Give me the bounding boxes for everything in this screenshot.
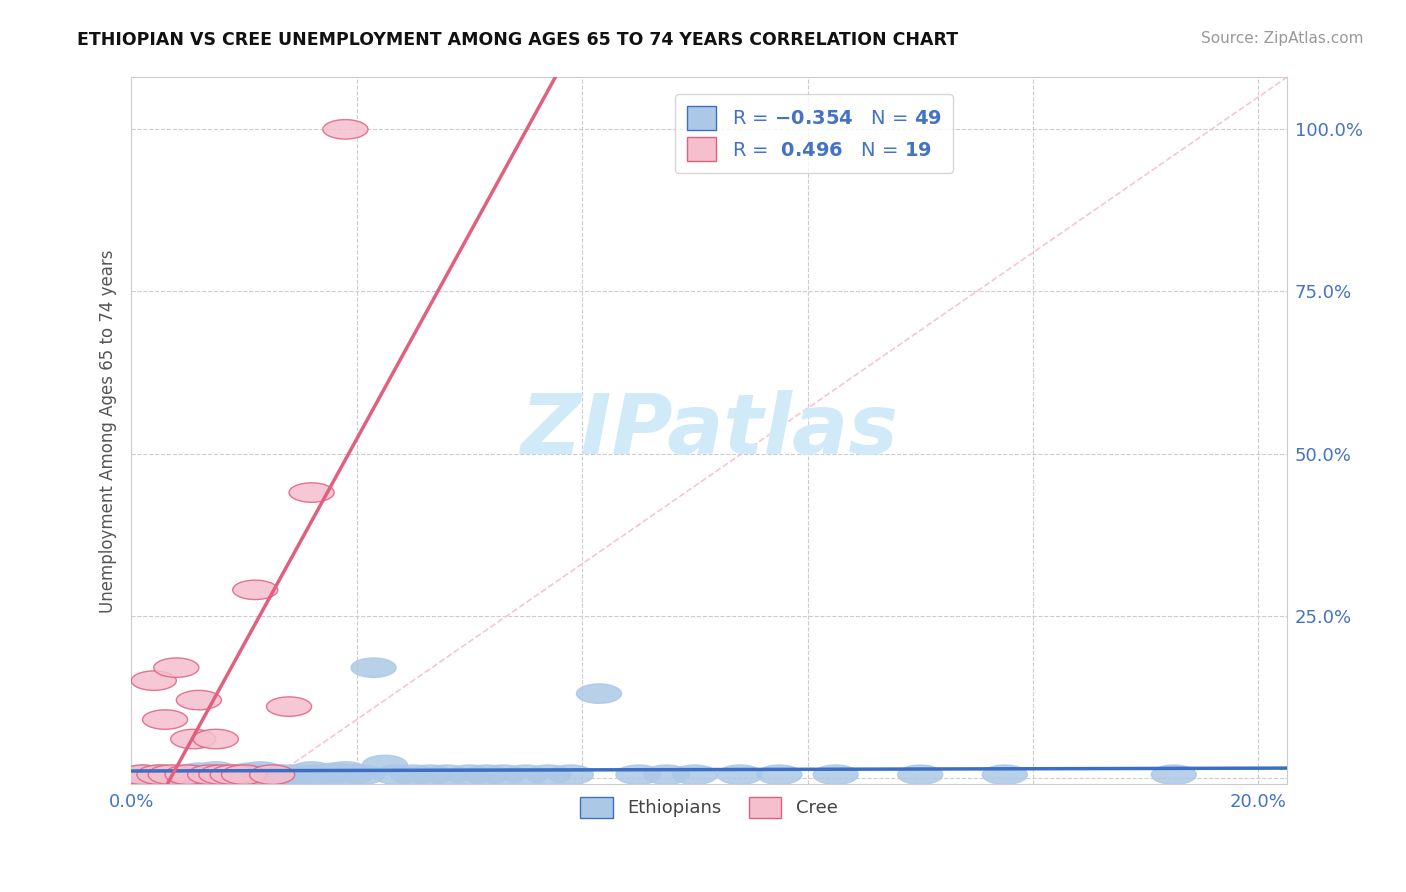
Ellipse shape [295,765,340,784]
Ellipse shape [193,730,239,748]
Ellipse shape [153,658,198,677]
Ellipse shape [142,710,187,730]
Ellipse shape [159,765,204,784]
Ellipse shape [120,765,165,784]
Ellipse shape [447,765,492,784]
Ellipse shape [181,765,226,784]
Ellipse shape [323,762,368,781]
Ellipse shape [273,765,318,784]
Ellipse shape [408,765,453,784]
Ellipse shape [176,763,221,782]
Ellipse shape [198,765,245,784]
Ellipse shape [148,765,193,784]
Ellipse shape [756,765,801,784]
Ellipse shape [329,765,374,784]
Ellipse shape [526,765,571,784]
Ellipse shape [425,765,470,784]
Ellipse shape [209,765,256,784]
Ellipse shape [323,120,368,139]
Legend: Ethiopians, Cree: Ethiopians, Cree [574,789,845,825]
Ellipse shape [221,765,267,784]
Ellipse shape [1152,765,1197,784]
Ellipse shape [290,483,335,502]
Ellipse shape [262,765,307,784]
Ellipse shape [221,765,267,784]
Ellipse shape [148,765,193,784]
Text: ZIPatlas: ZIPatlas [520,391,898,472]
Ellipse shape [136,765,181,784]
Y-axis label: Unemployment Among Ages 65 to 74 years: Unemployment Among Ages 65 to 74 years [100,249,117,613]
Ellipse shape [352,658,396,677]
Ellipse shape [481,765,526,784]
Ellipse shape [250,765,295,784]
Ellipse shape [239,762,284,781]
Ellipse shape [644,765,689,784]
Ellipse shape [576,684,621,704]
Ellipse shape [215,765,262,784]
Ellipse shape [136,765,181,784]
Ellipse shape [983,765,1028,784]
Ellipse shape [176,690,221,710]
Ellipse shape [278,765,323,784]
Ellipse shape [256,765,301,784]
Ellipse shape [897,765,943,784]
Ellipse shape [717,765,762,784]
Ellipse shape [548,765,593,784]
Ellipse shape [267,697,312,716]
Ellipse shape [131,671,176,690]
Ellipse shape [290,762,335,781]
Ellipse shape [226,763,273,782]
Ellipse shape [374,765,419,784]
Ellipse shape [204,765,250,784]
Ellipse shape [813,765,858,784]
Ellipse shape [170,765,215,784]
Ellipse shape [232,580,278,599]
Ellipse shape [232,765,278,784]
Text: Source: ZipAtlas.com: Source: ZipAtlas.com [1201,31,1364,46]
Ellipse shape [672,765,717,784]
Ellipse shape [363,756,408,774]
Ellipse shape [307,765,352,784]
Ellipse shape [165,765,209,784]
Ellipse shape [198,765,245,784]
Ellipse shape [193,762,239,781]
Ellipse shape [616,765,661,784]
Ellipse shape [312,763,357,782]
Ellipse shape [464,765,509,784]
Ellipse shape [120,765,165,784]
Ellipse shape [340,765,385,784]
Ellipse shape [391,765,436,784]
Ellipse shape [503,765,548,784]
Ellipse shape [187,765,232,784]
Text: ETHIOPIAN VS CREE UNEMPLOYMENT AMONG AGES 65 TO 74 YEARS CORRELATION CHART: ETHIOPIAN VS CREE UNEMPLOYMENT AMONG AGE… [77,31,959,49]
Ellipse shape [170,730,215,748]
Ellipse shape [250,765,295,784]
